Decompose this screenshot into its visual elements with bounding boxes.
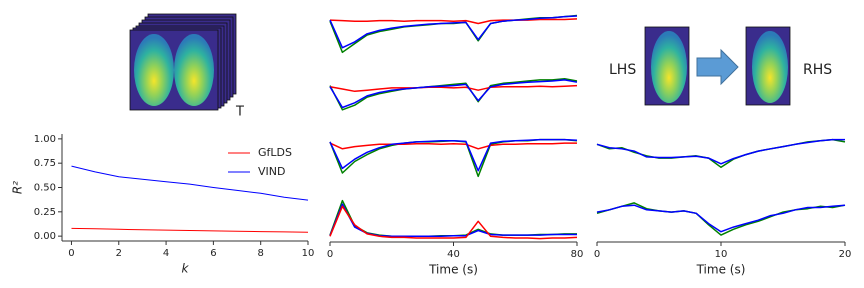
series-line <box>71 165 309 201</box>
series-line <box>329 203 577 238</box>
stack-label: T <box>235 105 244 120</box>
x-tick-label: 10 <box>715 249 728 260</box>
x-axis-label: k <box>182 262 190 276</box>
series-line <box>329 142 577 150</box>
x-tick-label: 0 <box>594 249 600 260</box>
series-line <box>596 138 845 165</box>
x-tick-label: 20 <box>839 249 852 260</box>
x-axis-label: Time (s) <box>428 263 478 277</box>
x-tick-label: 6 <box>210 248 216 259</box>
series-line <box>71 227 309 233</box>
series-line <box>329 15 578 49</box>
y-tick-label: 0.25 <box>34 207 56 218</box>
rhs-image <box>745 26 791 106</box>
series-line <box>329 199 577 238</box>
series-line <box>596 204 846 233</box>
x-axis-label: Time (s) <box>696 263 746 277</box>
series-line <box>329 79 578 109</box>
series-line <box>329 138 578 172</box>
x-tick-label: 8 <box>258 248 264 259</box>
x-tick-label: 0 <box>68 248 74 259</box>
x-tick-label: 80 <box>571 249 584 260</box>
x-tick-label: 2 <box>116 248 122 259</box>
series-line <box>329 205 578 240</box>
y-tick-label: 0.75 <box>34 158 56 169</box>
x-tick-label: 40 <box>447 249 460 260</box>
legend-label: GfLDS <box>258 146 292 159</box>
y-tick-label: 0.50 <box>34 183 56 194</box>
rhs-label: RHS <box>803 62 832 78</box>
series-line <box>329 84 578 93</box>
x-tick-label: 0 <box>327 249 333 260</box>
series-line <box>596 202 846 236</box>
x-tick-label: 4 <box>163 248 169 259</box>
x-tick-label: 10 <box>302 248 315 259</box>
image-stack <box>129 13 237 111</box>
series-line <box>329 18 578 25</box>
lhs-image <box>644 26 690 106</box>
legend-label: VIND <box>258 165 285 178</box>
arrow <box>696 48 739 86</box>
y-axis-label: R² <box>11 181 25 194</box>
series-line <box>329 77 578 111</box>
y-tick-label: 0.00 <box>34 231 56 242</box>
y-tick-label: 1.00 <box>34 134 56 145</box>
lhs-label: LHS <box>609 62 636 78</box>
